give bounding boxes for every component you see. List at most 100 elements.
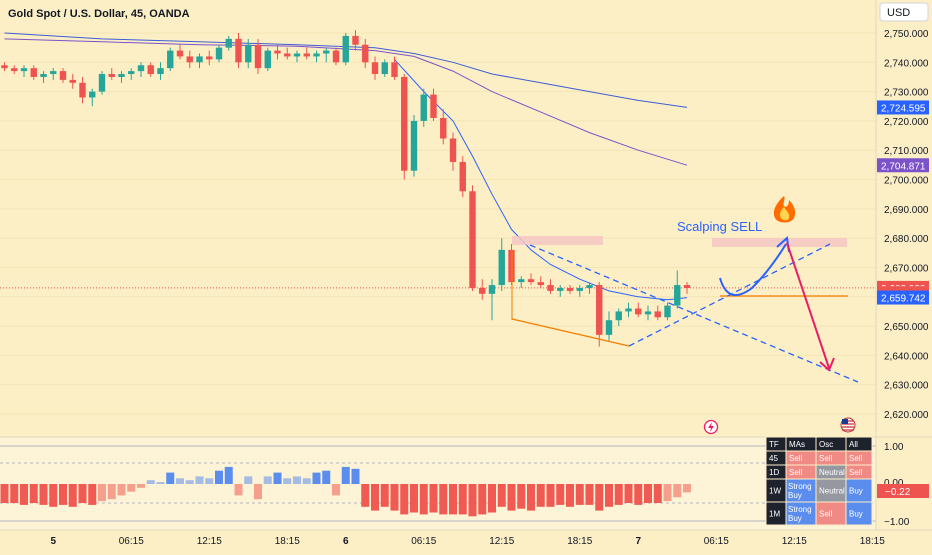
drawings[interactable]	[511, 196, 859, 435]
candle	[420, 88, 427, 127]
candle	[284, 47, 291, 60]
candle-body	[69, 79, 76, 83]
oscillator-bar	[458, 484, 467, 515]
oscillator-bar	[176, 478, 184, 484]
candle	[469, 185, 476, 291]
table-cell-text: Buy	[788, 491, 802, 500]
price-axis[interactable]: 2,750.000 2,740.000 2,730.000 2,720.000 2,71…	[875, 0, 929, 530]
table-cell-text: All	[849, 440, 858, 449]
resistance-zone-right	[712, 238, 847, 247]
candle	[108, 68, 115, 80]
candle	[206, 50, 213, 66]
oscillator-bar	[224, 466, 233, 484]
candle	[342, 33, 349, 66]
candle	[488, 279, 496, 321]
candle	[254, 38, 262, 75]
price-tick-label: 2,720.000	[884, 117, 929, 128]
candle	[225, 35, 232, 51]
osc-current-bg	[877, 484, 929, 498]
table-cell-text: Sell	[789, 468, 803, 477]
scalping-sell-label: Scalping SELL	[677, 219, 762, 234]
candle-body	[332, 50, 340, 63]
oscillator-bar	[419, 484, 428, 515]
candle	[137, 62, 145, 77]
candle	[245, 38, 252, 69]
table-cell-text: Sell	[789, 454, 803, 463]
candle-body	[371, 62, 379, 75]
oscillator-bar	[254, 484, 262, 500]
oscillator-bar	[644, 484, 652, 503]
fire-icon-inner	[780, 207, 790, 221]
projected-up-path	[719, 243, 787, 297]
time-tick-label: 18:15	[567, 536, 592, 547]
ma-slow-line	[4, 38, 688, 166]
candle	[59, 68, 67, 83]
oscillator-bar	[312, 472, 321, 484]
candle	[196, 53, 203, 69]
currency-button-bg[interactable]	[879, 2, 929, 22]
oscillator-bar	[293, 476, 301, 484]
candle	[674, 270, 681, 309]
oscillator-bar	[351, 468, 360, 484]
oscillator-bar	[146, 480, 155, 484]
candle	[537, 276, 544, 288]
price-label-text: 2,659.742	[881, 294, 926, 305]
oscillator-bar	[244, 476, 253, 484]
oscillator-bar	[156, 482, 165, 484]
candle	[167, 47, 174, 72]
oscillator-pane: 1.00 0.00 −1.00 −0.22	[0, 436, 932, 530]
candle-body	[449, 138, 457, 162]
candle-body	[644, 311, 652, 315]
candle	[401, 74, 408, 180]
candle-body	[167, 50, 174, 69]
candle-body	[118, 74, 125, 77]
oscillator-background	[0, 437, 876, 530]
oscillator-bar	[488, 484, 496, 513]
oscillator-bar	[273, 472, 282, 484]
table-cell-text: Strong	[788, 482, 812, 491]
candle-body	[254, 44, 262, 69]
table-cell-text: TF	[769, 440, 779, 449]
currency-label[interactable]: USD	[887, 7, 910, 19]
candle	[20, 65, 28, 77]
time-tick-label: 06:15	[411, 536, 436, 547]
price-tick-label: 2,710.000	[884, 146, 929, 157]
candle-body	[50, 71, 57, 75]
ma-fast-line	[394, 59, 688, 301]
lower-channel-line	[628, 243, 831, 347]
oscillator-bar	[215, 470, 223, 484]
candle	[430, 88, 437, 121]
candle	[683, 282, 691, 294]
candle-body	[157, 68, 164, 75]
candle	[391, 56, 398, 80]
time-tick-label: 5	[50, 536, 56, 547]
oscillator-bar	[20, 484, 28, 505]
candle	[449, 132, 457, 171]
candle-body	[11, 68, 18, 72]
oscillator-bar	[371, 484, 379, 511]
oscillator-bar	[302, 478, 311, 484]
oscillator-bar	[449, 484, 457, 515]
candle	[586, 282, 593, 294]
candle-body	[79, 82, 86, 98]
candle	[50, 68, 57, 80]
time-tick-label: 12:15	[197, 536, 222, 547]
time-axis[interactable]: 5 06:15 12:15 18:15 6 06:15 12:15 18:15 7 06:15 12…	[0, 529, 932, 547]
candle	[625, 302, 632, 318]
price-tick-label: 2,680.000	[884, 234, 929, 245]
price-label: 2,704.871	[877, 158, 929, 173]
table-cell-text: Strong	[788, 505, 812, 514]
candle-body	[89, 91, 96, 98]
oscillator-bar	[361, 484, 370, 507]
oscillator-bar	[117, 484, 126, 496]
candle-body	[537, 282, 544, 286]
candle	[176, 44, 184, 60]
price-label-bg	[877, 158, 929, 173]
candle-body	[518, 279, 525, 283]
candle	[89, 88, 96, 107]
candle	[147, 62, 154, 77]
candle	[381, 59, 388, 77]
oscillator-bar	[205, 478, 214, 484]
time-tick-label: 06:15	[119, 536, 144, 547]
